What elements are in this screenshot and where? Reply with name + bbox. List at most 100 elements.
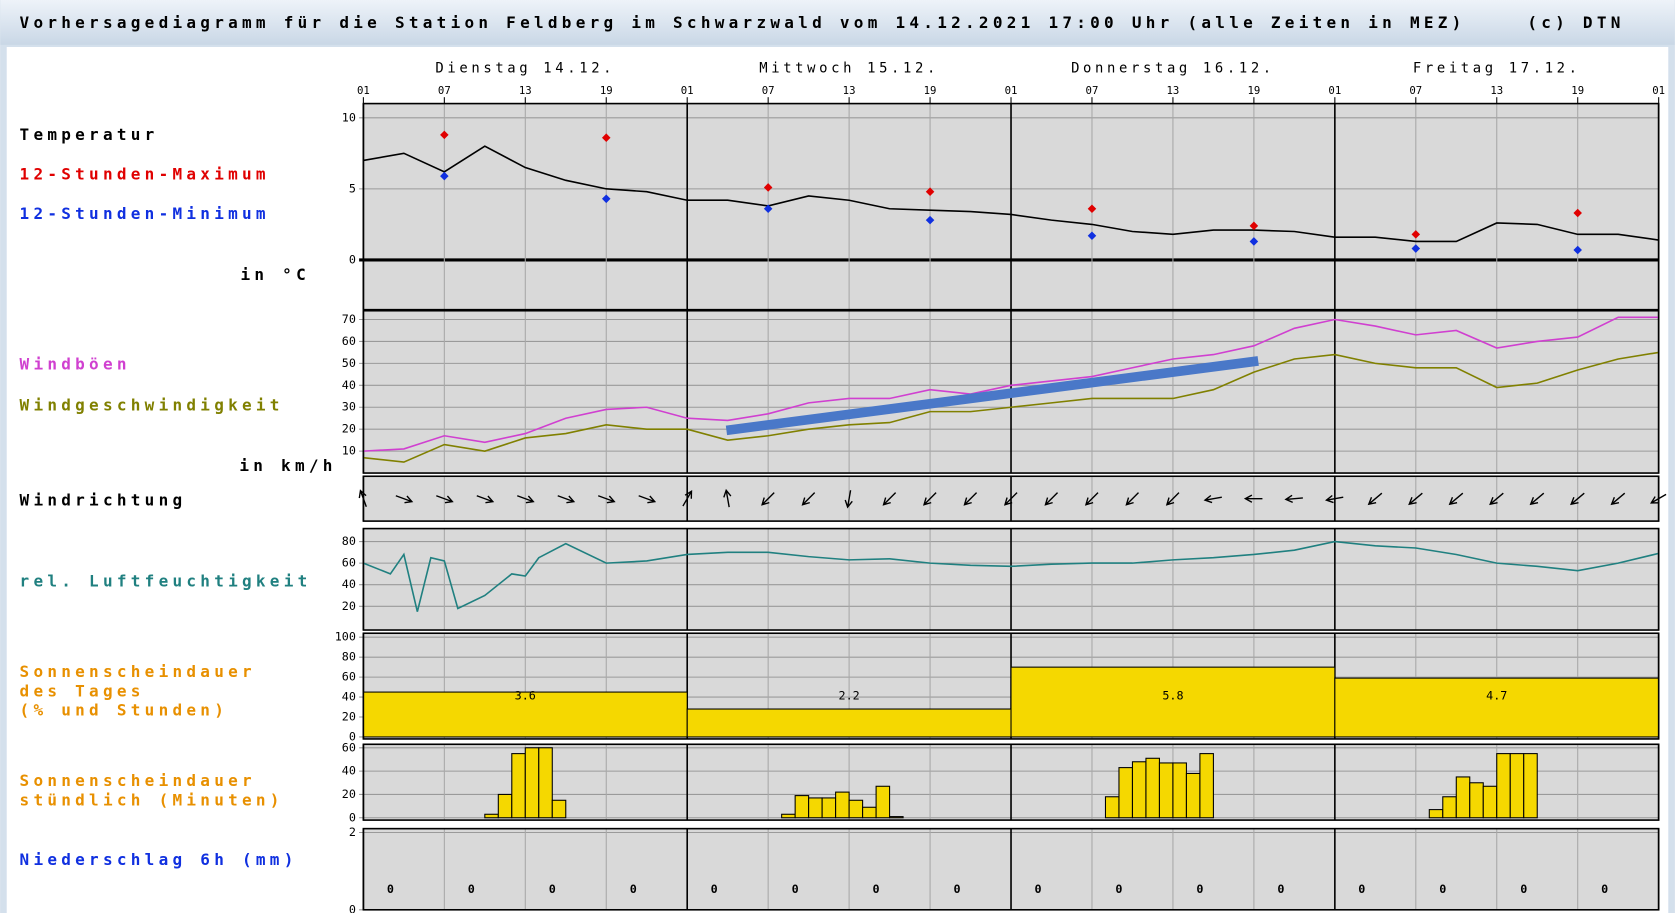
value-label: 0 — [792, 882, 799, 896]
bar — [484, 813, 499, 819]
bar — [1104, 796, 1120, 819]
wind-arrow — [844, 490, 853, 509]
panel-label: des Tages — [20, 681, 145, 700]
series-line — [363, 540, 1659, 612]
bar — [551, 799, 567, 819]
value-label: 0 — [630, 882, 637, 896]
marker — [1573, 208, 1582, 218]
y-tick-label: 60 — [342, 740, 356, 754]
wind-arrow — [1165, 492, 1180, 506]
marker — [763, 183, 773, 192]
day-label: Freitag 17.12. — [1413, 60, 1581, 76]
y-tick-label: 0 — [349, 810, 356, 824]
hour-label: 01 — [1652, 84, 1665, 97]
y-tick-label: 60 — [342, 556, 356, 570]
hour-label: 01 — [357, 84, 370, 97]
marker — [440, 130, 449, 140]
wind-arrow — [1448, 492, 1464, 506]
bar — [1523, 753, 1538, 819]
y-tick-label: 100 — [335, 630, 356, 644]
bar — [497, 793, 513, 819]
wind-arrow — [1570, 492, 1585, 506]
wind-arrow — [1084, 492, 1099, 506]
panel-border — [362, 527, 1660, 631]
panel-label: Niederschlag 6h (mm) — [20, 850, 298, 869]
y-tick-label: 80 — [342, 534, 356, 548]
hours-label: 5.8 — [1162, 689, 1183, 703]
copyright: (c) DTN — [1527, 13, 1624, 32]
unit-label: in km/h — [239, 456, 336, 475]
wind-arrow — [963, 492, 978, 506]
wind-arrow — [682, 490, 693, 507]
hour-label: 01 — [1328, 84, 1341, 97]
value-label: 0 — [873, 882, 880, 896]
unit-label: in °C — [240, 265, 310, 284]
bar — [1496, 753, 1511, 819]
panel-border — [362, 632, 1660, 740]
panel-border — [362, 827, 1660, 911]
y-tick-label: 60 — [342, 334, 356, 348]
value-label: 0 — [1601, 882, 1608, 896]
panel-label: (% und Stunden) — [20, 701, 229, 720]
bar — [781, 813, 796, 819]
series-line — [363, 145, 1659, 243]
wind-arrow — [1243, 494, 1263, 503]
bar — [1334, 677, 1660, 738]
wind-arrow — [597, 495, 616, 504]
hour-label: 07 — [762, 84, 775, 97]
bar — [1145, 757, 1160, 819]
bar — [1199, 753, 1214, 819]
panel-border — [362, 102, 1660, 311]
bar — [538, 747, 553, 819]
hours-label: 3.6 — [515, 689, 536, 703]
bar — [1172, 762, 1187, 819]
y-tick-label: 80 — [342, 650, 356, 664]
wind-arrow — [1325, 494, 1344, 504]
wind-arrow — [1408, 492, 1423, 506]
hour-label: 01 — [1005, 84, 1018, 97]
y-tick-label: 40 — [342, 690, 356, 704]
wind-arrow — [1610, 492, 1626, 506]
value-label: 0 — [1115, 882, 1122, 896]
wind-arrow — [395, 495, 414, 504]
y-tick-label: 50 — [342, 356, 356, 370]
y-tick-label: 40 — [342, 577, 356, 591]
y-tick-label: 20 — [342, 599, 356, 613]
bar — [848, 799, 864, 819]
legend-label: Windböen — [20, 355, 131, 374]
wind-arrow — [1489, 492, 1504, 506]
panel-label: Windrichtung — [20, 490, 187, 509]
panel-label: stündlich (Minuten) — [20, 790, 284, 809]
value-label: 0 — [387, 882, 394, 896]
panel-label: Sonnenscheindauer — [20, 662, 256, 681]
bar — [686, 708, 1012, 738]
bar — [1455, 776, 1471, 819]
marker — [601, 194, 611, 204]
value-label: 0 — [1439, 882, 1446, 896]
bar — [1158, 762, 1174, 819]
value-label: 0 — [711, 882, 718, 896]
hour-label: 13 — [1490, 84, 1503, 97]
hour-label: 19 — [1571, 84, 1584, 97]
hours-label: 4.7 — [1486, 689, 1507, 703]
y-tick-label: 20 — [342, 787, 356, 801]
wind-arrow — [1044, 492, 1059, 506]
y-tick-label: 0 — [349, 252, 356, 266]
hour-label: 19 — [600, 84, 613, 97]
hour-label: 13 — [1167, 84, 1180, 97]
y-tick-label: 2 — [349, 825, 356, 839]
wind-arrow — [517, 495, 535, 504]
page-title: Vorhersagediagramm für die Station Feldb… — [20, 13, 1466, 32]
y-tick-label: 5 — [349, 181, 356, 195]
legend-label: 12-Stunden-Maximum — [20, 165, 270, 184]
hour-label: 07 — [1409, 84, 1422, 97]
bar — [511, 753, 526, 819]
day-label: Dienstag 14.12. — [435, 60, 615, 76]
legend-label: Temperatur — [20, 125, 159, 144]
hour-label: 13 — [843, 84, 856, 97]
day-label: Donnerstag 16.12. — [1071, 60, 1275, 76]
y-tick-label: 10 — [342, 110, 356, 124]
legend-label: 12-Stunden-Minimum — [20, 204, 270, 223]
bar — [835, 791, 850, 819]
series-line — [363, 316, 1659, 452]
